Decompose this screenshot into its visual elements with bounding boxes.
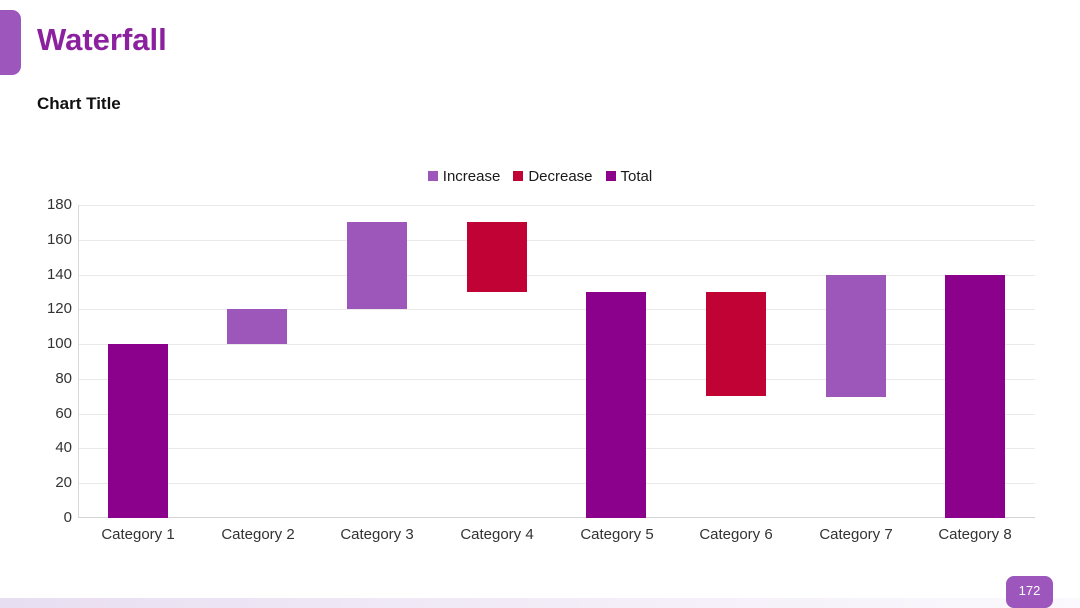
y-tick-label-160: 160: [46, 231, 72, 248]
gridline-20: [78, 483, 1035, 484]
bar-category-4: [467, 222, 527, 292]
legend-label: Total: [620, 167, 653, 185]
y-tick-label-0: 0: [63, 509, 72, 526]
header-accent-tab: [0, 10, 21, 75]
legend-item-decrease: Decrease: [513, 167, 593, 185]
bar-category-7: [826, 275, 886, 397]
y-tick-label-40: 40: [55, 439, 72, 456]
legend-label: Increase: [442, 167, 501, 185]
waterfall-chart-plot-area: [78, 205, 1035, 518]
legend-chip-decrease: [513, 171, 524, 181]
x-tick-label-8: Category 8: [938, 526, 1012, 543]
slide-title: Waterfall: [37, 22, 167, 57]
gridline-0: [78, 517, 1035, 518]
gridline-120: [78, 309, 1035, 310]
y-tick-label-100: 100: [46, 335, 72, 352]
gridline-60: [78, 414, 1035, 415]
gridline-160: [78, 240, 1035, 241]
x-tick-label-6: Category 6: [699, 526, 773, 543]
gridline-100: [78, 344, 1035, 345]
y-tick-label-120: 120: [46, 300, 72, 317]
bar-category-3: [347, 222, 407, 309]
legend-item-increase: Increase: [427, 167, 501, 185]
y-tick-label-60: 60: [55, 405, 72, 422]
bar-category-5: [586, 292, 646, 518]
y-axis: 0 20 40 60 80 100 120 140 160 180: [0, 196, 72, 526]
gridline-140: [78, 275, 1035, 276]
x-tick-label-7: Category 7: [819, 526, 893, 543]
legend-label: Decrease: [528, 167, 593, 185]
y-axis-line: [78, 205, 79, 518]
gridline-180: [78, 205, 1035, 206]
y-tick-label-20: 20: [55, 474, 72, 491]
chart-title: Chart Title: [37, 94, 121, 113]
gridline-40: [78, 448, 1035, 449]
y-tick-label-180: 180: [46, 196, 72, 213]
x-tick-label-1: Category 1: [101, 526, 175, 543]
legend-chip-total: [605, 171, 616, 181]
chart-legend: Increase Decrease Total: [0, 166, 1080, 186]
bar-category-6: [706, 292, 766, 396]
legend-item-total: Total: [605, 167, 653, 185]
x-tick-label-2: Category 2: [221, 526, 295, 543]
y-tick-label-140: 140: [46, 266, 72, 283]
footer-strip: [0, 598, 1080, 608]
x-tick-label-3: Category 3: [340, 526, 414, 543]
bar-category-1: [108, 344, 168, 518]
x-tick-label-4: Category 4: [460, 526, 534, 543]
y-tick-label-80: 80: [55, 370, 72, 387]
bar-category-8: [945, 275, 1005, 518]
page-number-badge: 172: [1006, 576, 1053, 608]
x-tick-label-5: Category 5: [580, 526, 654, 543]
gridline-80: [78, 379, 1035, 380]
legend-chip-increase: [427, 171, 438, 181]
x-axis: Category 1 Category 2 Category 3 Category 4…: [78, 526, 1035, 548]
bar-category-2: [227, 309, 287, 344]
